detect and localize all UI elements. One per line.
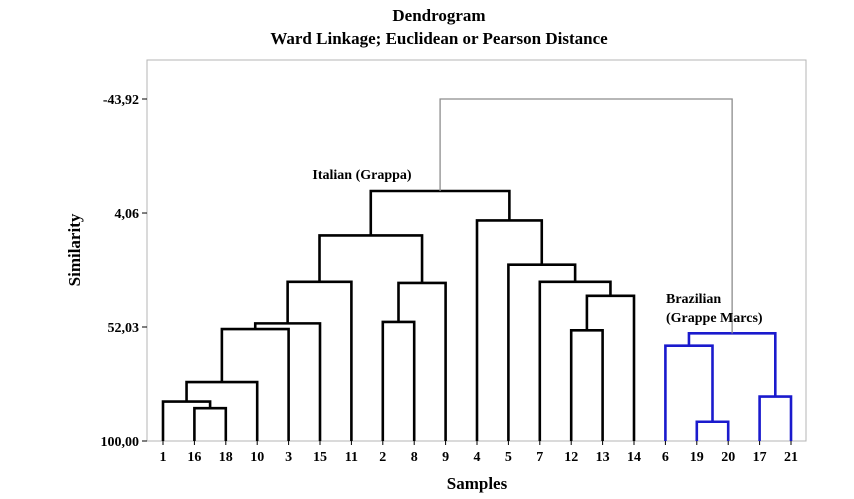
x-tick-label: 6 (662, 450, 669, 465)
dendrogram-link (664, 344, 714, 441)
dendrogram-link (687, 332, 777, 397)
x-tick-label: 19 (690, 450, 704, 465)
y-axis-label: Similarity (65, 213, 84, 286)
dendrogram-links (161, 98, 793, 441)
x-tick-label: 9 (442, 450, 449, 465)
x-axis-label: Samples (447, 474, 508, 493)
x-tick-label: 20 (721, 450, 735, 465)
italian-cluster-label: Italian (Grappa) (312, 168, 412, 183)
x-tick-label: 2 (379, 450, 386, 465)
x-tick-label: 4 (474, 450, 481, 465)
dendrogram-link (758, 395, 793, 441)
dendrogram-link (569, 328, 604, 441)
x-tick-label: 13 (596, 450, 610, 465)
chart-subtitle: Ward Linkage; Euclidean or Pearson Dista… (270, 29, 608, 48)
chart-title: Dendrogram (392, 6, 485, 25)
x-tick-label: 17 (753, 450, 767, 465)
y-tick-label: 100,00 (101, 435, 140, 450)
x-tick-label: 14 (627, 450, 641, 465)
x-tick-label: 5 (505, 450, 512, 465)
dendrogram-link (585, 294, 636, 441)
x-tick-label: 16 (187, 450, 201, 465)
cluster-annotations: Italian (Grappa) Brazilian (Grappe Marcs) (312, 168, 762, 326)
x-tick-label: 12 (564, 450, 578, 465)
y-tick-label: 52,03 (108, 321, 140, 336)
dendrogram-link (397, 281, 447, 441)
dendrogram-link (538, 280, 612, 441)
y-tick-label: -43,92 (103, 93, 139, 108)
brazilian-cluster-label: Brazilian (666, 292, 721, 307)
dendrogram-link (369, 189, 511, 236)
dendrogram-link (185, 380, 259, 441)
x-tick-label: 11 (345, 450, 358, 465)
dendrogram-link (507, 263, 577, 441)
x-tick-label: 3 (285, 450, 292, 465)
x-tick-label: 18 (219, 450, 233, 465)
dendrogram-link (193, 406, 228, 441)
x-tick-label: 7 (536, 450, 543, 465)
x-tick-label: 10 (250, 450, 264, 465)
dendrogram-link (381, 320, 416, 441)
x-tick-label: 15 (313, 450, 327, 465)
dendrogram-link (695, 420, 730, 441)
y-axis: -43,92 4,06 52,03 100,00 (101, 93, 147, 450)
dendrogram-link (318, 234, 424, 283)
dendrogram-link (220, 327, 290, 441)
x-tick-label: 1 (160, 450, 167, 465)
brazilian-cluster-sublabel: (Grappe Marcs) (666, 311, 763, 326)
x-tick-label: 21 (784, 450, 798, 465)
x-tick-label: 8 (411, 450, 418, 465)
y-tick-label: 4,06 (115, 207, 140, 222)
dendrogram-link (439, 98, 733, 334)
dendrogram-link (286, 280, 353, 441)
x-axis: 1 16 18 10 3 15 11 2 8 9 4 5 7 12 13 14 6 19 20 17 21 (160, 441, 798, 465)
